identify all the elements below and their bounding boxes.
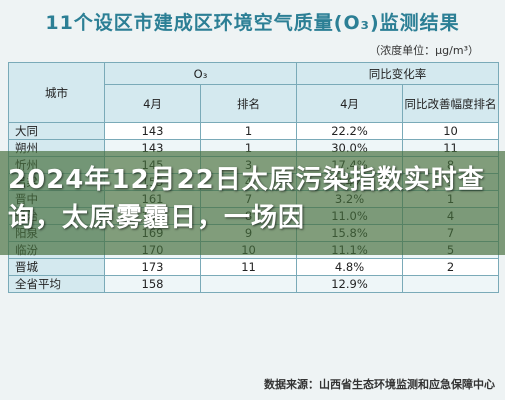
table-title: 11个设区市建成区环境空气质量(O₃)监测结果: [45, 12, 460, 34]
header-april-change: 4月: [296, 84, 404, 123]
table-row: 大同 143 1 22.2% 10: [8, 122, 500, 140]
banner-overlay: [0, 151, 505, 255]
header-yoy: 同比变化率: [296, 62, 500, 85]
cell-rank: [199, 275, 298, 293]
cell-change: 12.9%: [296, 275, 404, 293]
cell-city: 全省平均: [8, 275, 105, 293]
cell-april: 173: [104, 258, 201, 276]
unit-note: （浓度单位：μg/m³）: [369, 44, 479, 57]
cell-april: 143: [104, 122, 201, 140]
table-row: 全省平均 158 12.9%: [8, 275, 500, 293]
cell-yoy-rank: 10: [402, 122, 500, 140]
data-source: 数据来源：山西省生态环境监测和应急保障中心: [264, 378, 495, 391]
cell-yoy-rank: 2: [402, 258, 500, 276]
header-rank: 排名: [199, 84, 298, 123]
headline-text: 2024年12月22日太原污染指数实时查询，太原雾霾日，一场因: [8, 165, 485, 233]
cell-change: 4.8%: [296, 258, 404, 276]
cell-city: 晋城: [8, 258, 105, 276]
header-o3: O₃: [103, 62, 298, 85]
header-yoy-rank: 同比改善幅度排名: [402, 84, 500, 123]
cell-april: 158: [104, 275, 201, 293]
cell-change: 22.2%: [296, 122, 404, 140]
cell-yoy-rank: [402, 275, 500, 293]
header-city: 城市: [8, 62, 105, 123]
cell-rank: 1: [199, 122, 298, 140]
table-row: 晋城 173 11 4.8% 2: [8, 258, 500, 276]
cell-rank: 11: [199, 258, 298, 276]
cell-city: 大同: [8, 122, 105, 140]
header-april: 4月: [104, 84, 201, 123]
